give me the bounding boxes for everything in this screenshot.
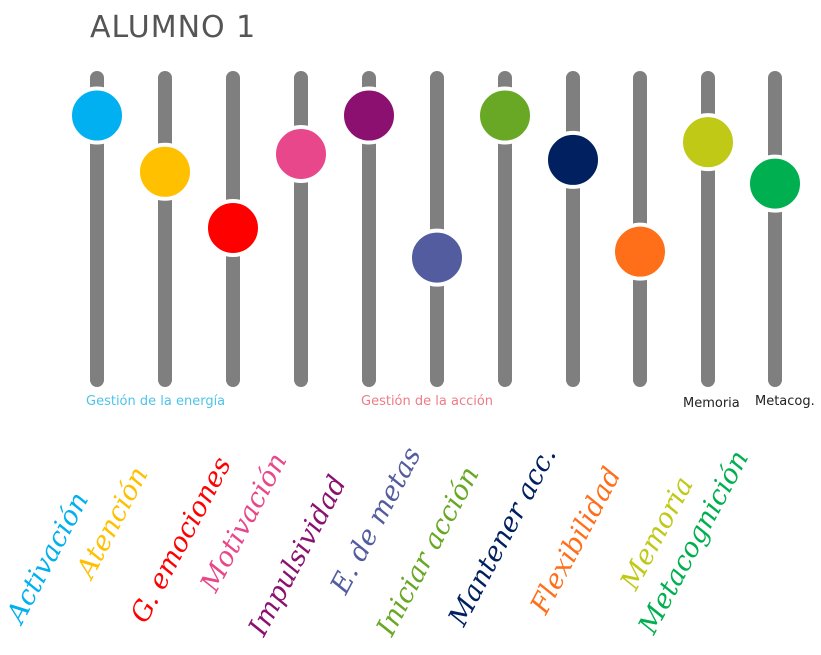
slider-knob-2[interactable] — [136, 142, 194, 201]
group-label-memoria: Memoria — [683, 396, 740, 411]
slider-knob-10[interactable] — [679, 113, 737, 172]
slider-knob-4[interactable] — [272, 125, 330, 183]
group-label-energia: Gestión de la energía — [86, 394, 226, 409]
slider-knob-7[interactable] — [476, 86, 534, 145]
slider-knob-5[interactable] — [340, 86, 398, 145]
slider-knob-11[interactable] — [746, 154, 804, 213]
group-label-accion: Gestión de la acción — [361, 394, 494, 409]
slider-knob-1[interactable] — [68, 86, 126, 145]
slider-knob-6[interactable] — [408, 228, 466, 287]
slider-knob-8[interactable] — [544, 130, 602, 189]
page-title: ALUMNO 1 — [90, 10, 257, 45]
group-label-metacog: Metacog. — [755, 394, 815, 409]
slider-knob-9[interactable] — [611, 222, 669, 281]
slider-knob-3[interactable] — [204, 199, 262, 257]
